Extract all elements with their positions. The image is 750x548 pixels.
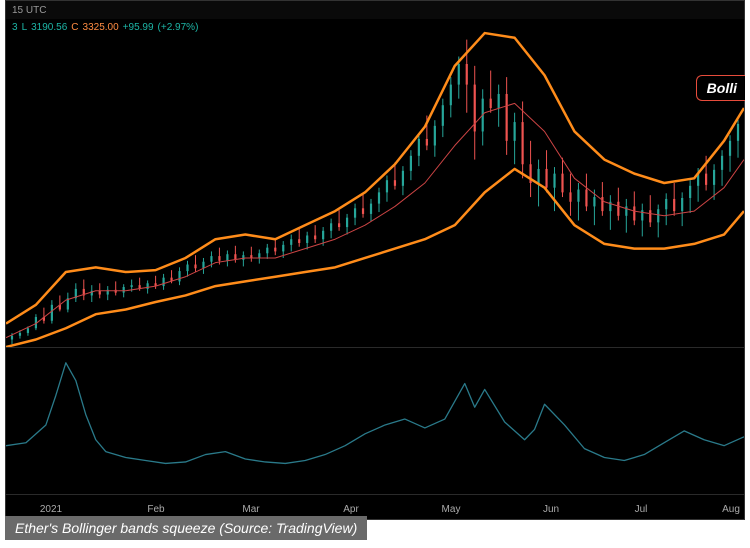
chart-caption: Ether's Bollinger bands squeeze (Source:… bbox=[5, 516, 367, 540]
chart-frame: 15 UTC 3 L3190.56 C3325.00 +95.99 (+2.97… bbox=[0, 0, 750, 548]
bandwidth-subchart[interactable] bbox=[6, 347, 744, 496]
axis-tick: May bbox=[442, 504, 461, 515]
axis-tick: Jun bbox=[543, 504, 559, 515]
price-chart[interactable] bbox=[6, 19, 744, 347]
axis-tick: Feb bbox=[147, 504, 164, 515]
axis-tick: Mar bbox=[242, 504, 259, 515]
time-label: 15 UTC bbox=[12, 5, 46, 16]
header-bar: 15 UTC bbox=[6, 1, 744, 19]
axis-tick: Aug bbox=[722, 504, 740, 515]
chart-area[interactable]: 15 UTC 3 L3190.56 C3325.00 +95.99 (+2.97… bbox=[5, 0, 745, 520]
axis-tick: Apr bbox=[343, 504, 359, 515]
axis-tick: Jul bbox=[635, 504, 648, 515]
axis-tick: 2021 bbox=[40, 504, 62, 515]
